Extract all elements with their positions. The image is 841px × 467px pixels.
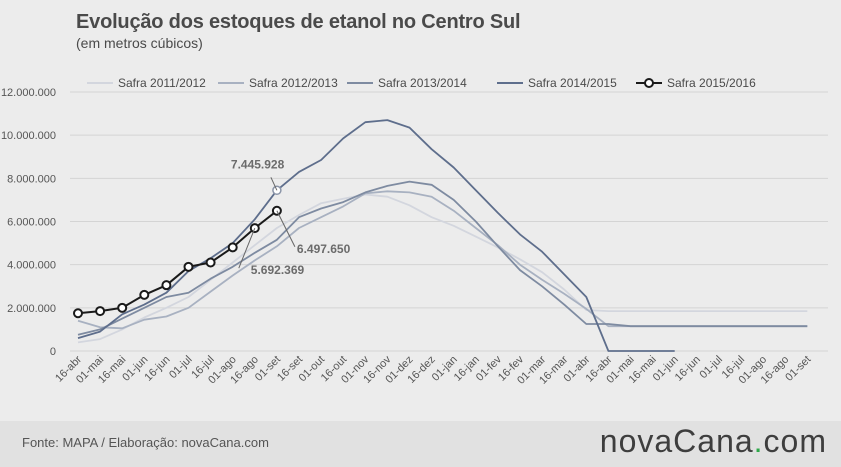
brand-dot: . bbox=[753, 423, 764, 459]
data-point bbox=[161, 280, 172, 291]
legend-label: Safra 2013/2014 bbox=[378, 76, 467, 90]
y-tick-label: 2.000.000 bbox=[7, 303, 56, 315]
series-markers bbox=[73, 205, 282, 319]
annotation-leader bbox=[276, 210, 296, 247]
x-tick-label: 16-jun bbox=[142, 354, 172, 384]
x-tick-label: 01-jul bbox=[167, 354, 195, 382]
series-line-safra-2014-2015 bbox=[77, 119, 675, 352]
data-point bbox=[139, 289, 150, 300]
grid-lines bbox=[70, 91, 828, 352]
data-point bbox=[205, 257, 216, 268]
series-line-safra-2015-2016 bbox=[77, 210, 278, 315]
x-axis: 16-abr01-mai16-mai01-jun16-jun01-jul16-j… bbox=[53, 353, 813, 386]
annotation-label: 6.497.650 bbox=[297, 242, 351, 256]
series-line-safra-2011-2012 bbox=[77, 193, 808, 344]
data-point bbox=[183, 261, 194, 272]
legend-label: Safra 2014/2015 bbox=[528, 76, 617, 90]
y-tick-label: 6.000.000 bbox=[7, 217, 56, 229]
legend-marker bbox=[644, 78, 654, 88]
legend: Safra 2011/2012 Safra 2012/2013 Safra 2013… bbox=[87, 76, 756, 90]
y-tick-label: 8.000.000 bbox=[7, 173, 56, 185]
brand-main: novaCana bbox=[599, 423, 754, 459]
y-tick-label: 12.000.000 bbox=[1, 87, 56, 99]
brand-tld: com bbox=[763, 423, 827, 459]
y-tick-label: 4.000.000 bbox=[7, 260, 56, 272]
legend-label: Safra 2011/2012 bbox=[118, 76, 206, 90]
x-tick-label: 16-jun bbox=[673, 354, 703, 384]
brand-logo: novaCana.com bbox=[600, 423, 827, 460]
data-point bbox=[73, 308, 83, 319]
footer-bar: Fonte: MAPA / Elaboração: novaCana.com n… bbox=[0, 421, 841, 467]
ethanol-stock-line-chart: 0 2.000.000 4.000.000 6.000.000 8.000.000 10.… bbox=[1, 76, 828, 387]
annotation-leader bbox=[238, 227, 256, 269]
series-line-safra-2013-2014 bbox=[77, 180, 808, 336]
annotation-leader bbox=[270, 177, 278, 191]
chart-title: Evolução dos estoques de etanol no Centr… bbox=[76, 11, 521, 33]
series-lines bbox=[77, 119, 808, 352]
annotations: 7.445.928 6.497.650 5.692.369 bbox=[231, 157, 351, 277]
source-note: Fonte: MAPA / Elaboração: novaCana.com bbox=[22, 435, 269, 450]
y-axis: 0 2.000.000 4.000.000 6.000.000 8.000.000 10.… bbox=[1, 87, 56, 358]
legend-label: Safra 2015/2016 bbox=[667, 76, 756, 90]
y-tick-label: 10.000.000 bbox=[1, 130, 56, 142]
chart-subtitle: (em metros cúbicos) bbox=[76, 35, 203, 51]
annotation-label: 7.445.928 bbox=[231, 157, 285, 171]
annotation-label: 5.692.369 bbox=[251, 263, 305, 277]
data-point bbox=[95, 306, 106, 317]
data-point bbox=[117, 302, 128, 313]
x-tick-label: 01-set bbox=[783, 354, 813, 384]
y-tick-label: 0 bbox=[50, 346, 56, 358]
legend-label: Safra 2012/2013 bbox=[249, 76, 338, 90]
data-point bbox=[227, 242, 238, 253]
x-tick-label: 01-jul bbox=[698, 354, 726, 382]
